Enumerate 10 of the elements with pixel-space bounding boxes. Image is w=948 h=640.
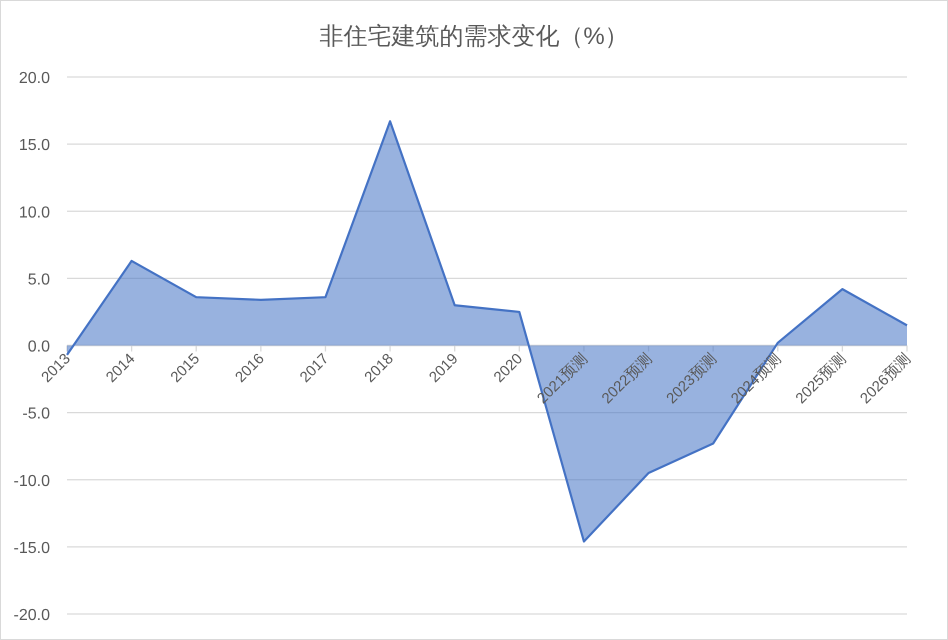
y-tick-label: -20.0 [14, 607, 50, 624]
y-tick-label: -5.0 [22, 406, 50, 423]
y-tick-label: -15.0 [14, 540, 50, 557]
chart-title: 非住宅建筑的需求变化（%） [319, 23, 629, 50]
y-tick-label: 0.0 [28, 338, 50, 356]
y-tick-label: -10.0 [14, 472, 50, 490]
y-tick-label: 10.0 [18, 204, 50, 222]
y-tick-label: 5.0 [28, 271, 50, 288]
y-tick-label: 20.0 [18, 70, 50, 87]
y-tick-label: 15.0 [18, 137, 50, 154]
